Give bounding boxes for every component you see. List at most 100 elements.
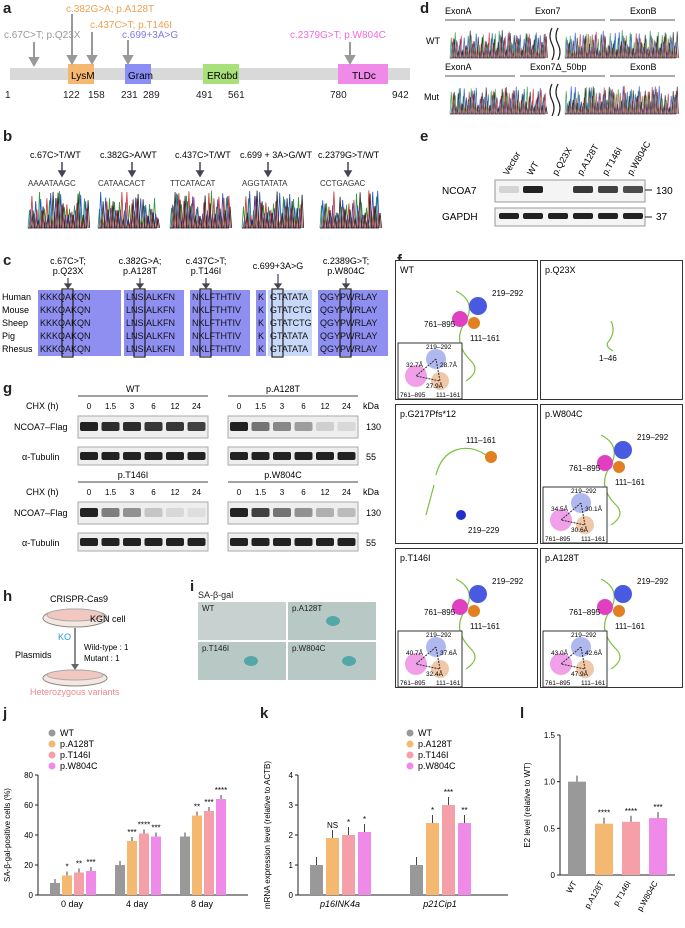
distance-lines xyxy=(559,646,586,670)
inset-label: 37.6Å xyxy=(440,648,458,657)
blot-band xyxy=(80,422,98,431)
blot-band xyxy=(523,213,543,219)
blot-band xyxy=(101,422,120,431)
structure-cell: p.T146I 219–292 761–895 111–161 219–292 40.7Å… xyxy=(395,548,538,688)
chromatogram-trace xyxy=(450,86,546,115)
blot-band xyxy=(337,508,356,517)
region-label: 219–292 xyxy=(637,433,669,442)
blot-row-label: NCOA7 xyxy=(442,186,477,197)
region-label: 111–161 xyxy=(466,436,497,445)
bar xyxy=(568,781,586,875)
exon-label: ExonB xyxy=(630,6,657,16)
blot-band xyxy=(573,213,593,219)
position-label: 122 xyxy=(63,90,80,101)
sequence: CATAACACT xyxy=(98,179,145,188)
stain-image: p.W804C xyxy=(288,642,376,680)
x-tick-label: WT xyxy=(565,879,579,894)
variant-label: c.382G>A; p.A128T xyxy=(66,4,154,15)
legend-marker xyxy=(406,751,414,759)
alignment-sequence: NKLFTHTIV xyxy=(192,331,241,341)
y-tick-label: 20 xyxy=(24,861,33,870)
region-label: 219–229 xyxy=(468,526,500,535)
alignment-sequence: K xyxy=(258,292,264,302)
inset-label: 30.1Å xyxy=(585,504,603,513)
inset-label: 40.7Å xyxy=(406,648,424,657)
timepoint-label: 24 xyxy=(342,402,351,411)
blot-band xyxy=(251,508,270,517)
bar xyxy=(139,833,149,895)
domain-gram xyxy=(125,64,151,84)
variant-label: c.67C>T; p.Q23X xyxy=(4,30,81,41)
blot-band xyxy=(187,452,206,460)
alignment-sequence: GTATCTG xyxy=(270,305,312,315)
blot-band xyxy=(80,508,98,517)
domain-blob xyxy=(576,516,594,534)
domain-blob xyxy=(468,317,480,329)
bar xyxy=(151,836,161,895)
stain-label: p.W804C xyxy=(292,644,326,653)
alignment-sequence: GTATATA xyxy=(270,331,308,341)
group-label: p.A128T xyxy=(266,384,301,394)
alignment-sequence: LNSIALKFN xyxy=(126,331,175,341)
alignment-sequence: KKKQAKQN xyxy=(40,331,91,341)
bar xyxy=(649,818,667,875)
blot-band xyxy=(573,186,593,193)
panel-label: i xyxy=(190,578,195,595)
structure-render: p.W804C 219–292 761–895 111–161 219–292 34.5Å… xyxy=(542,409,669,544)
exon-label: ExonB xyxy=(630,62,657,72)
blot-row-label: NCOA7–Flag xyxy=(14,422,68,432)
structure-title: p.A128T xyxy=(545,553,580,563)
alignment-header: c.382G>A; xyxy=(119,256,162,266)
bar xyxy=(442,805,455,895)
timepoint-label: 12 xyxy=(321,402,330,411)
splicing-chromatograms: ExonA Exon7 ExonB ExonA Exon7Δ_50bp Exon… xyxy=(424,6,679,117)
domain-tldc xyxy=(338,64,388,84)
domain-blob xyxy=(614,441,632,459)
variant-label: c.437C>T; p.T146I xyxy=(90,20,172,31)
domain-blob xyxy=(613,605,625,617)
legend-label: p.T146I xyxy=(418,750,449,760)
chromatogram-trace xyxy=(98,191,159,229)
x-tick-label: p.T146I xyxy=(611,880,632,908)
inset-label: 32.4Å xyxy=(426,669,444,678)
blot-band xyxy=(273,508,291,517)
bar xyxy=(127,841,137,895)
blot-row-label: GAPDH xyxy=(442,212,478,223)
sequence: TTCATACAT xyxy=(170,179,215,188)
panel-label: b xyxy=(3,128,13,145)
chromatogram-trace xyxy=(28,195,89,229)
position-label: 231 xyxy=(121,90,138,101)
domain-label: Gram xyxy=(128,71,153,82)
panel-label: h xyxy=(3,588,13,605)
chromatogram-trace xyxy=(170,191,231,229)
blot-band xyxy=(251,538,270,546)
kda-label: 55 xyxy=(366,538,376,548)
alignment-sequence: K xyxy=(258,305,264,315)
group-label: p.T146I xyxy=(118,470,149,480)
blot-band xyxy=(166,452,184,460)
exon-label: ExonA xyxy=(445,62,472,72)
timepoint-label: 6 xyxy=(301,402,306,411)
timepoint-label: 6 xyxy=(151,488,156,497)
significance-label: ** xyxy=(461,806,467,815)
region-label: 219–292 xyxy=(637,577,669,586)
bar xyxy=(310,865,323,895)
structure-title: p.W804C xyxy=(545,409,583,419)
y-tick-label: 60 xyxy=(24,801,33,810)
svg-text:Sheep: Sheep xyxy=(2,318,28,328)
chromatogram-trace xyxy=(98,191,158,229)
timepoint-label: 1.5 xyxy=(255,402,267,411)
alignment-header: p.W804C xyxy=(327,266,365,276)
domain-blob xyxy=(550,653,572,675)
domain-blob xyxy=(456,510,466,520)
blot-band xyxy=(187,538,206,546)
y-axis-label: SA-β-gal-positive cells (%) xyxy=(3,788,12,882)
backbone-trace xyxy=(600,434,621,526)
panel-label: a xyxy=(3,0,12,17)
y-tick-label: 1.0 xyxy=(544,778,556,787)
sequence: AGGTATATA xyxy=(242,179,288,188)
bar xyxy=(358,832,371,895)
structure-title: p.G217Pfs*12 xyxy=(400,409,456,419)
blot-band xyxy=(523,186,543,193)
